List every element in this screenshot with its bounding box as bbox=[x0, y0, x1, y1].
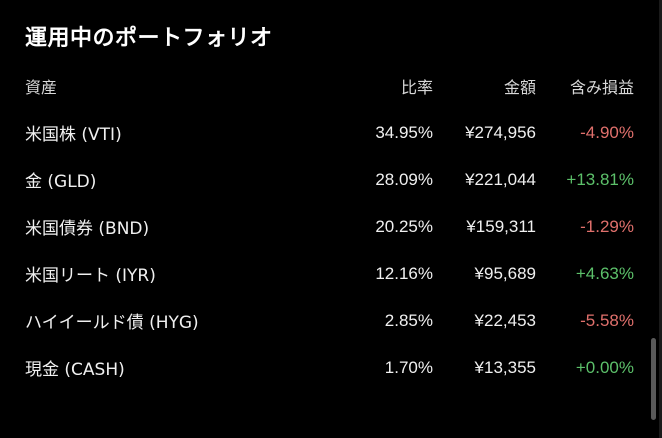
table-row: 米国リート (IYR) 12.16% ¥95,689 +4.63% bbox=[25, 250, 634, 297]
column-header-ratio: 比率 bbox=[400, 77, 433, 97]
pnl-value: -1.29% bbox=[580, 216, 634, 236]
amount-value: ¥274,956 bbox=[465, 122, 536, 142]
amount-value: ¥95,689 bbox=[474, 263, 536, 283]
table-row: 金 (GLD) 28.09% ¥221,044 +13.81% bbox=[25, 156, 634, 203]
table-row: 米国株 (VTI) 34.95% ¥274,956 -4.90% bbox=[25, 109, 634, 156]
table-row: 米国債券 (BND) 20.25% ¥159,311 -1.29% bbox=[25, 203, 634, 250]
table-header-row: 資産 比率 金額 含み損益 bbox=[25, 62, 634, 109]
window-edge bbox=[659, 0, 662, 438]
pnl-value: +13.81% bbox=[566, 169, 634, 189]
ratio-value: 2.85% bbox=[384, 310, 433, 330]
column-header-asset: 資産 bbox=[25, 77, 58, 97]
asset-name: ハイイールド債 (HYG) bbox=[25, 313, 199, 333]
ratio-value: 20.25% bbox=[375, 216, 433, 236]
pnl-value: -4.90% bbox=[580, 122, 634, 142]
asset-name: 米国株 (VTI) bbox=[25, 125, 122, 145]
amount-value: ¥13,355 bbox=[474, 357, 536, 377]
column-header-amount: 金額 bbox=[503, 77, 536, 97]
amount-value: ¥221,044 bbox=[465, 169, 536, 189]
ratio-value: 34.95% bbox=[375, 122, 433, 142]
pnl-value: +4.63% bbox=[575, 263, 634, 283]
asset-name: 金 (GLD) bbox=[25, 172, 97, 192]
amount-value: ¥159,311 bbox=[466, 216, 536, 236]
ratio-value: 28.09% bbox=[375, 169, 433, 189]
ratio-value: 1.70% bbox=[384, 357, 433, 377]
scrollbar-thumb[interactable] bbox=[651, 338, 656, 420]
pnl-value: -5.58% bbox=[580, 310, 634, 330]
ratio-value: 12.16% bbox=[375, 263, 433, 283]
pnl-value: +0.00% bbox=[575, 357, 634, 377]
table-row: 現金 (CASH) 1.70% ¥13,355 +0.00% bbox=[25, 344, 634, 391]
amount-value: ¥22,453 bbox=[474, 310, 536, 330]
column-header-pnl: 含み損益 bbox=[569, 77, 634, 97]
asset-name: 現金 (CASH) bbox=[25, 360, 125, 380]
page-title: 運用中のポートフォリオ bbox=[25, 26, 273, 51]
holdings-table: 資産 比率 金額 含み損益 米国株 (VTI) 34.95% ¥274,956 … bbox=[25, 62, 634, 391]
asset-name: 米国債券 (BND) bbox=[25, 219, 150, 239]
table-row: ハイイールド債 (HYG) 2.85% ¥22,453 -5.58% bbox=[25, 297, 634, 344]
asset-name: 米国リート (IYR) bbox=[25, 266, 156, 286]
